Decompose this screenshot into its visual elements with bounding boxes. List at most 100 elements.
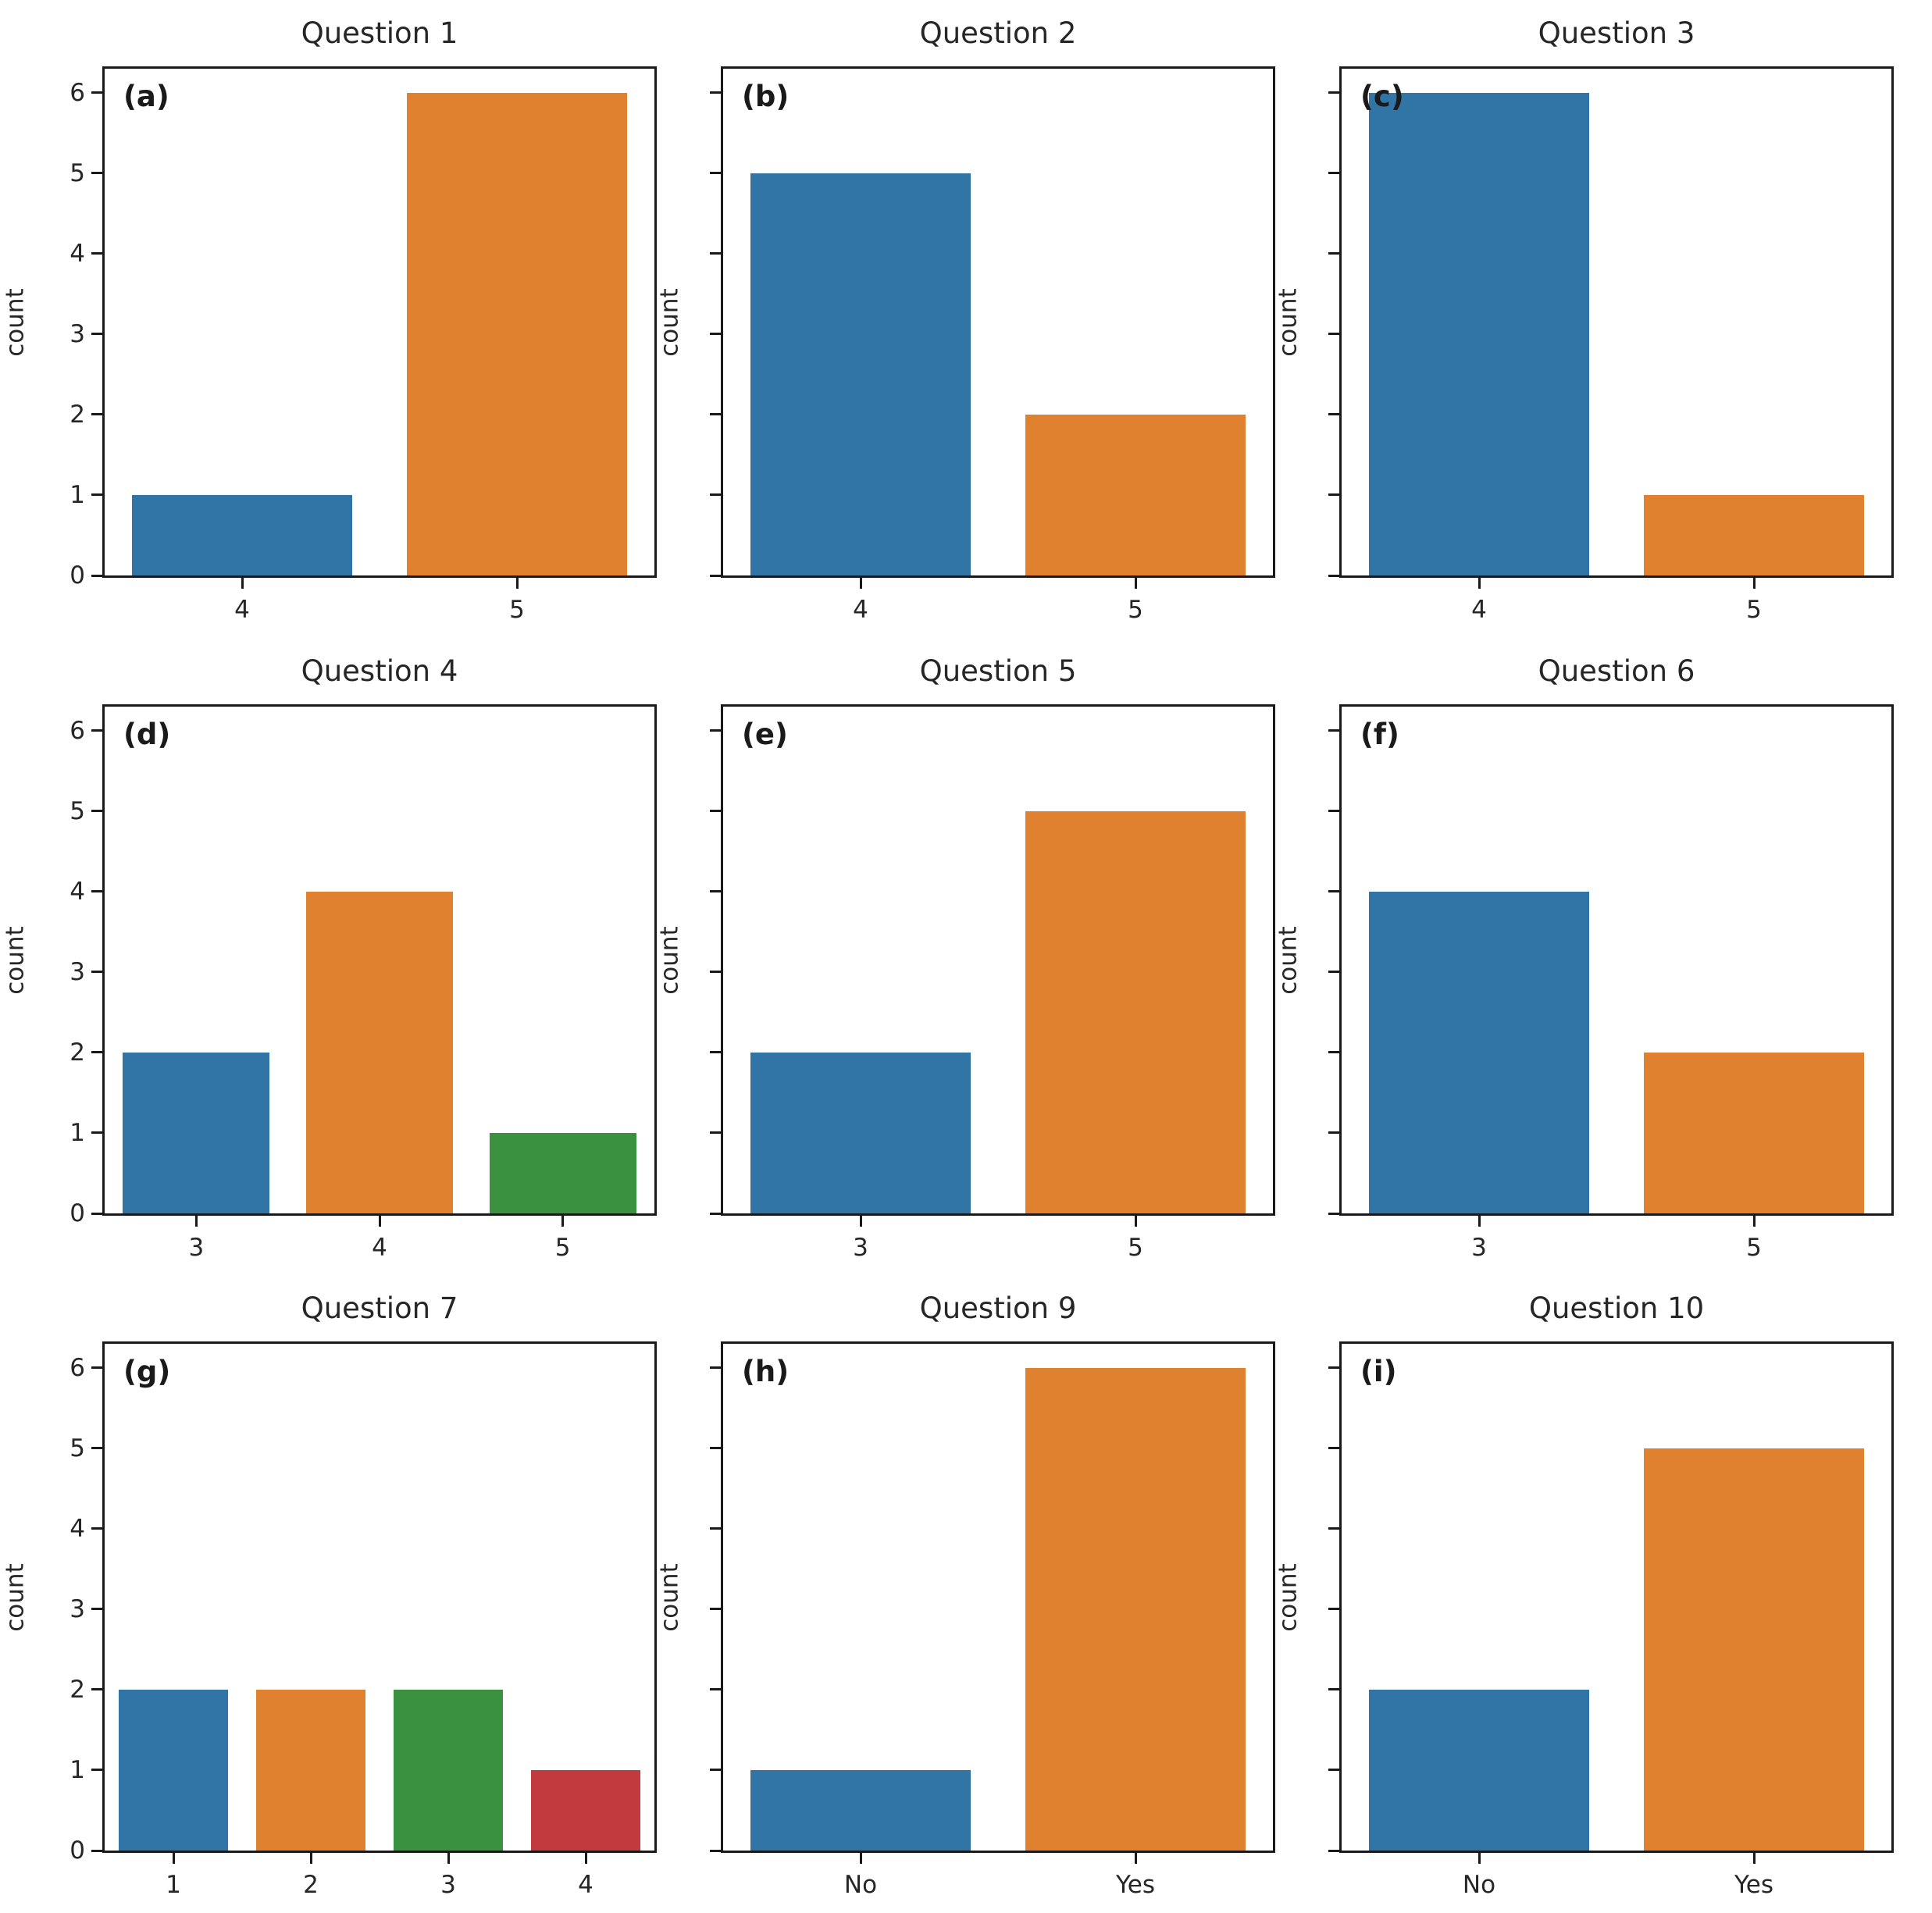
- y-tick-mark: [91, 1608, 102, 1611]
- y-tick-label: 4: [70, 1514, 85, 1543]
- x-tick-label-no: No: [843, 1871, 878, 1899]
- y-tick-mark: [710, 493, 721, 497]
- y-tick-mark: [91, 493, 102, 497]
- y-tick-label: 0: [70, 1836, 85, 1865]
- x-tick-label-5: 5: [509, 596, 525, 624]
- y-tick-mark: [710, 729, 721, 732]
- y-tick-mark: [91, 252, 102, 255]
- x-tick-mark: [859, 1216, 862, 1227]
- y-tick-label: 3: [70, 957, 85, 986]
- y-tick-label: 3: [70, 319, 85, 348]
- x-tick-label-5: 5: [1746, 1234, 1762, 1262]
- x-tick-mark: [194, 1216, 198, 1227]
- y-tick-mark: [1328, 493, 1339, 497]
- y-tick-mark: [710, 1447, 721, 1450]
- x-tick-label-4: 4: [853, 596, 868, 624]
- y-axis-label: count: [1, 925, 29, 995]
- y-tick-mark: [710, 1769, 721, 1772]
- panel-letter-label: (b): [742, 80, 790, 113]
- y-tick-mark: [91, 1131, 102, 1135]
- y-tick-label: 6: [70, 1353, 85, 1382]
- x-tick-mark: [1752, 1853, 1756, 1864]
- y-tick-label: 0: [70, 1199, 85, 1227]
- y-tick-label: 3: [70, 1594, 85, 1623]
- y-axis-label: count: [1274, 287, 1302, 357]
- y-tick-mark: [91, 810, 102, 813]
- y-tick-mark: [710, 333, 721, 336]
- panel-letter-label: (f): [1360, 718, 1399, 751]
- bar-question-10-no: [1369, 1689, 1589, 1851]
- y-tick-mark: [1328, 971, 1339, 974]
- bar-question-4-4: [306, 891, 453, 1213]
- y-tick-mark: [1328, 1849, 1339, 1852]
- y-tick-mark: [91, 413, 102, 416]
- y-tick-mark: [1328, 890, 1339, 893]
- plot-area-question-9: (h): [721, 1341, 1275, 1853]
- y-tick-mark: [1328, 1212, 1339, 1215]
- bar-question-1-5: [407, 92, 627, 575]
- y-tick-mark: [1328, 252, 1339, 255]
- panel-letter-label: (e): [742, 718, 788, 751]
- bar-question-9-yes: [1025, 1367, 1246, 1851]
- y-tick-mark: [91, 729, 102, 732]
- y-tick-label: 5: [70, 159, 85, 187]
- bar-question-1-4: [132, 494, 352, 575]
- x-tick-mark: [172, 1853, 175, 1864]
- bar-question-2-5: [1025, 414, 1246, 575]
- y-tick-label: 2: [70, 400, 85, 429]
- x-tick-label-5: 5: [1746, 596, 1762, 624]
- y-tick-mark: [1328, 172, 1339, 175]
- y-tick-mark: [710, 252, 721, 255]
- y-tick-label: 2: [70, 1038, 85, 1067]
- x-tick-label-yes: Yes: [1115, 1871, 1156, 1899]
- y-tick-mark: [1328, 1131, 1339, 1135]
- bar-question-3-5: [1644, 494, 1864, 575]
- panel-letter-label: (h): [742, 1355, 790, 1388]
- y-tick-mark: [710, 172, 721, 175]
- y-tick-mark: [91, 1688, 102, 1691]
- y-tick-mark: [710, 1366, 721, 1370]
- x-tick-label-4: 4: [234, 596, 250, 624]
- y-tick-label: 2: [70, 1675, 85, 1704]
- subplot-title-question-5: Question 5: [919, 654, 1077, 688]
- y-tick-mark: [91, 1849, 102, 1852]
- y-tick-mark: [1328, 1527, 1339, 1530]
- bar-question-4-5: [489, 1132, 636, 1213]
- x-tick-mark: [309, 1853, 312, 1864]
- plot-area-question-4: (d): [102, 704, 657, 1216]
- x-tick-mark: [584, 1853, 587, 1864]
- y-tick-label: 1: [70, 1755, 85, 1784]
- plot-area-question-10: (i): [1339, 1341, 1894, 1853]
- subplot-title-question-9: Question 9: [919, 1291, 1077, 1325]
- y-tick-mark: [1328, 91, 1339, 94]
- panel-letter-label: (g): [123, 1355, 171, 1388]
- y-tick-mark: [91, 1366, 102, 1370]
- y-tick-mark: [710, 890, 721, 893]
- bar-question-10-yes: [1644, 1448, 1864, 1851]
- subplot-title-question-2: Question 2: [919, 16, 1077, 50]
- y-tick-mark: [710, 1131, 721, 1135]
- y-tick-mark: [710, 810, 721, 813]
- plot-area-question-7: (g): [102, 1341, 657, 1853]
- x-tick-label-no: No: [1462, 1871, 1496, 1899]
- y-tick-mark: [710, 1849, 721, 1852]
- plot-area-question-3: (c): [1339, 66, 1894, 578]
- bar-question-9-no: [750, 1769, 971, 1851]
- plot-area-question-2: (b): [721, 66, 1275, 578]
- y-tick-mark: [1328, 1051, 1339, 1054]
- y-tick-mark: [91, 1527, 102, 1530]
- bar-question-6-5: [1644, 1052, 1864, 1213]
- y-axis-label: count: [1274, 925, 1302, 995]
- y-tick-mark: [710, 1212, 721, 1215]
- bar-question-2-4: [750, 173, 971, 575]
- y-axis-label: count: [1, 287, 29, 357]
- y-tick-mark: [91, 91, 102, 94]
- x-tick-mark: [378, 1216, 381, 1227]
- y-tick-mark: [1328, 1608, 1339, 1611]
- y-tick-mark: [91, 971, 102, 974]
- y-tick-mark: [1328, 1688, 1339, 1691]
- y-tick-mark: [91, 1447, 102, 1450]
- y-tick-mark: [91, 574, 102, 577]
- y-tick-mark: [91, 1212, 102, 1215]
